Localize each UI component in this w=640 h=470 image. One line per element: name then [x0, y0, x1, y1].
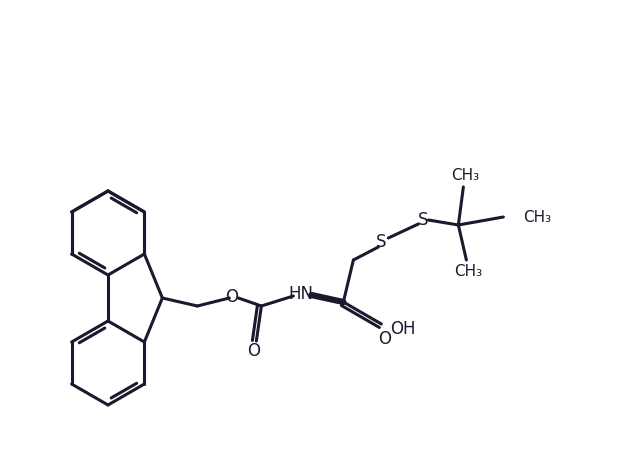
Text: OH: OH [390, 320, 416, 338]
Text: CH₃: CH₃ [454, 265, 483, 280]
Text: HN: HN [289, 285, 314, 303]
Text: CH₃: CH₃ [451, 169, 479, 183]
Text: CH₃: CH₃ [524, 210, 552, 225]
Text: S: S [418, 211, 429, 229]
Text: O: O [378, 330, 391, 348]
Text: S: S [376, 233, 387, 251]
Text: O: O [247, 342, 260, 360]
Polygon shape [312, 295, 344, 304]
Text: O: O [225, 288, 238, 306]
